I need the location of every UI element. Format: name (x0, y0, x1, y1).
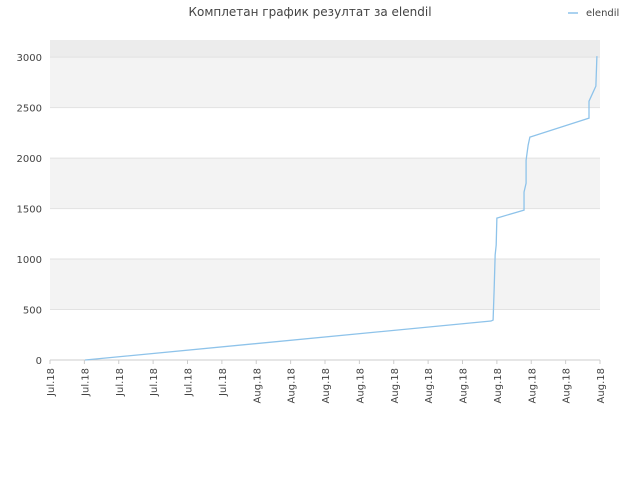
x-tick-label: Aug.18 (493, 368, 504, 403)
chart-title: Комплетан график резултат за elendil (188, 5, 431, 19)
x-tick-label: Jul.18 (46, 368, 57, 397)
x-tick-label: Jul.18 (80, 368, 91, 397)
x-tick-label: Aug.18 (287, 368, 298, 403)
x-tick-label: Jul.18 (115, 368, 126, 397)
y-tick-label: 500 (23, 306, 42, 317)
y-tick-label: 2500 (17, 104, 42, 115)
x-tick-label: Aug.18 (596, 368, 607, 403)
y-tick-label: 1500 (17, 205, 42, 216)
grid-band (50, 259, 600, 310)
data-line (85, 56, 598, 361)
grid-band (50, 57, 600, 108)
x-tick-label: Aug.18 (355, 368, 366, 403)
x-tick-label: Jul.18 (218, 368, 229, 397)
y-tick-label: 0 (36, 356, 42, 367)
y-tick-label: 2000 (17, 154, 42, 165)
x-tick-label: Aug.18 (459, 368, 470, 403)
legend-label: elendil (586, 8, 619, 19)
grid-band (50, 40, 600, 58)
x-tick-label: Aug.18 (424, 368, 435, 403)
x-tick-label: Aug.18 (390, 368, 401, 403)
x-tick-label: Aug.18 (527, 368, 538, 403)
x-tick-label: Aug.18 (321, 368, 332, 403)
y-tick-label: 3000 (17, 53, 42, 64)
grid-band (50, 158, 600, 209)
x-tick-label: Aug.18 (562, 368, 573, 403)
x-tick-label: Jul.18 (184, 368, 195, 397)
y-tick-label: 1000 (17, 255, 42, 266)
x-tick-label: Aug.18 (252, 368, 263, 403)
x-tick-label: Jul.18 (149, 368, 160, 397)
